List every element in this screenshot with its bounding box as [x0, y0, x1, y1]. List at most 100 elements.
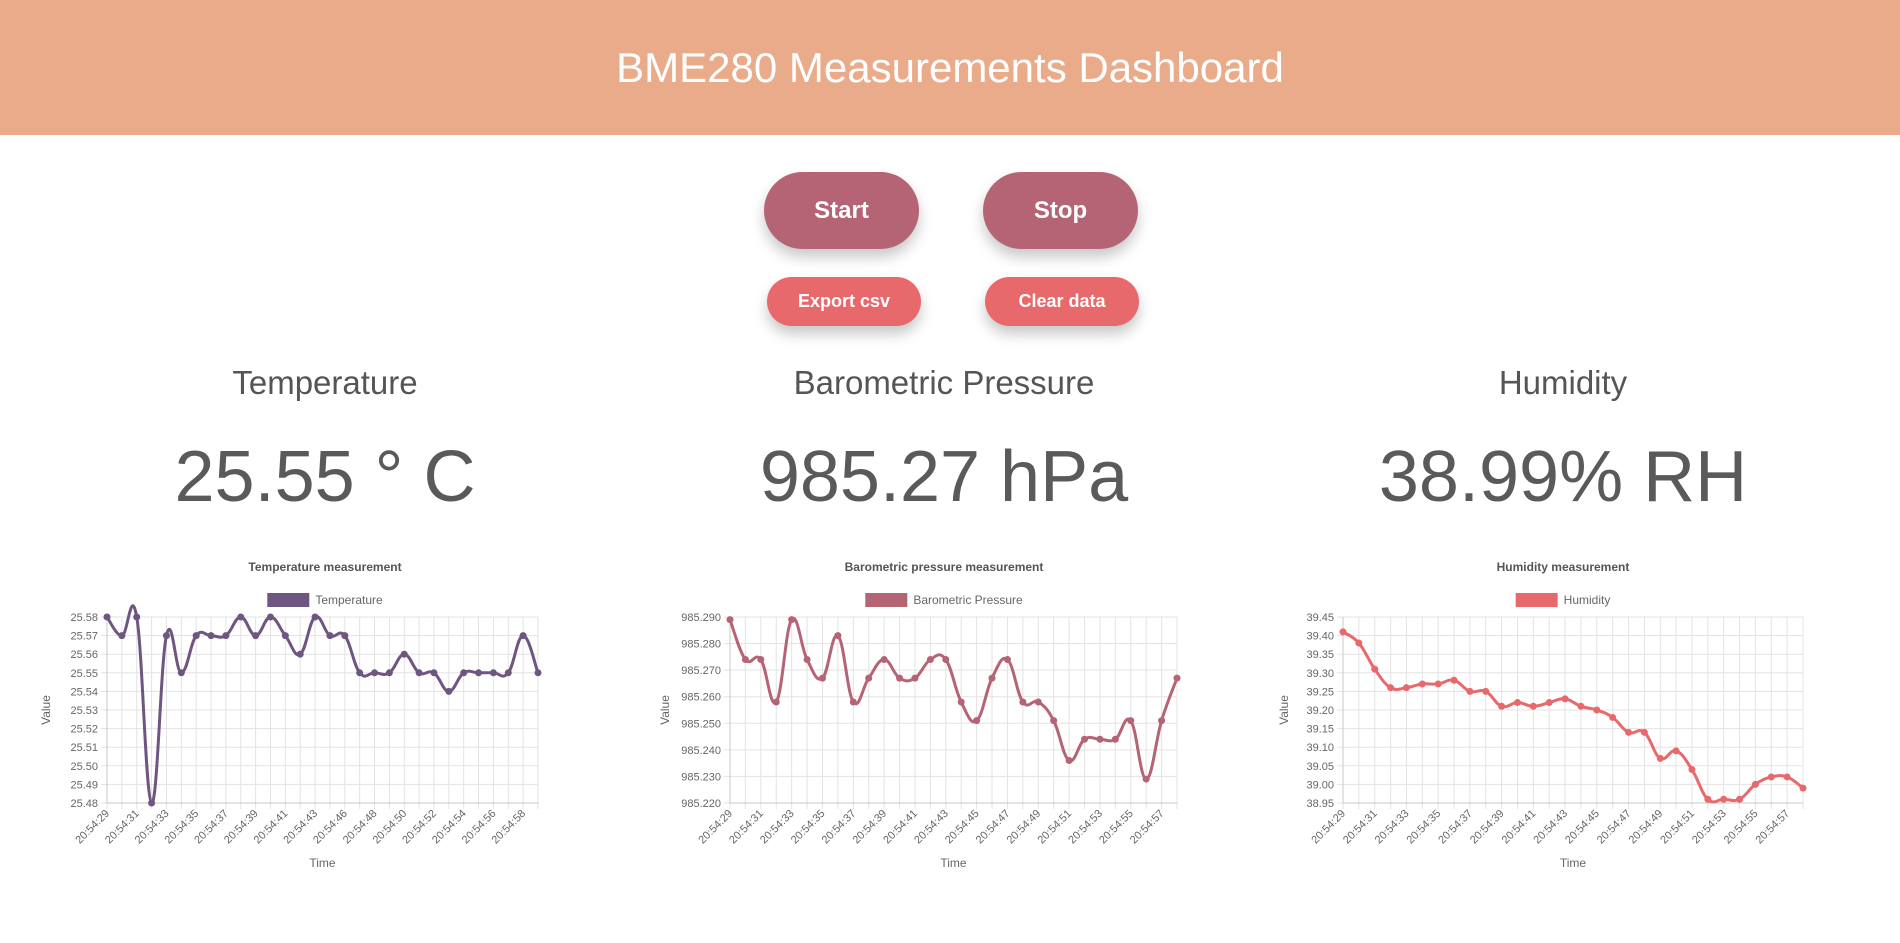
- chart0-data-point[interactable]: [192, 632, 200, 640]
- chart2-data-point[interactable]: [1387, 684, 1395, 692]
- chart2-data-point[interactable]: [1466, 687, 1474, 695]
- chart0-data-point[interactable]: [415, 669, 423, 677]
- chart1-data-point[interactable]: [726, 616, 734, 624]
- chart1-data-point[interactable]: [988, 674, 996, 682]
- chart1-legend[interactable]: Barometric Pressure: [865, 593, 1023, 607]
- chart1-data-point[interactable]: [1081, 735, 1089, 743]
- chart0-data-point[interactable]: [489, 669, 497, 677]
- chart0-data-point[interactable]: [266, 613, 274, 621]
- chart0-data-point[interactable]: [118, 632, 126, 640]
- chart1-data-point[interactable]: [1173, 674, 1181, 682]
- chart2-data-point[interactable]: [1339, 628, 1347, 636]
- chart1-data-point[interactable]: [911, 674, 919, 682]
- chart1-data-point[interactable]: [1065, 756, 1073, 764]
- chart2-data-point[interactable]: [1418, 680, 1426, 688]
- chart2-data-point[interactable]: [1513, 699, 1521, 707]
- chart2-data-point[interactable]: [1640, 728, 1648, 736]
- chart1-data-point[interactable]: [788, 616, 796, 624]
- chart2-data-point[interactable]: [1355, 639, 1363, 647]
- chart2-data-point[interactable]: [1767, 773, 1775, 781]
- chart1-data-point[interactable]: [942, 656, 950, 664]
- chart2-data-point[interactable]: [1688, 766, 1696, 774]
- chart0-data-point[interactable]: [311, 613, 319, 621]
- chart1-data-point[interactable]: [880, 656, 888, 664]
- chart0-data-point[interactable]: [103, 613, 111, 621]
- chart2-data-point[interactable]: [1498, 702, 1506, 710]
- temperature-value: 25.55 ° C: [174, 437, 476, 517]
- chart0-legend[interactable]: Temperature: [267, 593, 383, 607]
- chart2-data-point[interactable]: [1561, 695, 1569, 703]
- chart0-data-point[interactable]: [504, 669, 512, 677]
- chart2-data-point[interactable]: [1736, 795, 1744, 803]
- chart2-data-point[interactable]: [1545, 699, 1553, 707]
- chart2-data-point[interactable]: [1672, 747, 1680, 755]
- start-button[interactable]: Start: [764, 172, 919, 249]
- chart0-data-point[interactable]: [400, 650, 408, 658]
- chart0-data-point[interactable]: [371, 669, 379, 677]
- chart1-data-point[interactable]: [957, 698, 965, 706]
- chart1-data-point[interactable]: [757, 656, 765, 664]
- stop-button[interactable]: Stop: [983, 172, 1138, 249]
- chart0-data-point[interactable]: [252, 632, 260, 640]
- chart2-data-point[interactable]: [1625, 728, 1633, 736]
- chart0-data-point[interactable]: [148, 799, 156, 807]
- chart2-data-point[interactable]: [1609, 713, 1617, 721]
- chart0-data-point[interactable]: [237, 613, 245, 621]
- chart1-data-point[interactable]: [926, 656, 934, 664]
- chart2-data-point[interactable]: [1529, 702, 1537, 710]
- chart1-data-point[interactable]: [1158, 717, 1166, 725]
- chart1-data-point[interactable]: [803, 656, 811, 664]
- chart0-data-point[interactable]: [162, 632, 170, 640]
- chart0-data-point[interactable]: [296, 650, 304, 658]
- chart1-data-point[interactable]: [834, 632, 842, 640]
- chart1-data-point[interactable]: [741, 656, 749, 664]
- chart1-data-point[interactable]: [865, 674, 873, 682]
- chart0-data-point[interactable]: [207, 632, 215, 640]
- chart1-data-point[interactable]: [1050, 717, 1058, 725]
- chart1-data-point[interactable]: [849, 698, 857, 706]
- chart1-data-point[interactable]: [973, 717, 981, 725]
- chart2-data-point[interactable]: [1704, 795, 1712, 803]
- chart0-data-point[interactable]: [177, 669, 185, 677]
- chart0-data-point[interactable]: [460, 669, 468, 677]
- chart0-data-point[interactable]: [326, 632, 334, 640]
- chart2-data-point[interactable]: [1402, 684, 1410, 692]
- chart2-data-point[interactable]: [1656, 754, 1664, 762]
- chart1-data-point[interactable]: [772, 698, 780, 706]
- chart0-data-point[interactable]: [133, 613, 141, 621]
- chart2-data-point[interactable]: [1482, 687, 1490, 695]
- chart2-data-point[interactable]: [1720, 795, 1728, 803]
- chart1-data-point[interactable]: [896, 674, 904, 682]
- chart2-data-point[interactable]: [1799, 784, 1807, 792]
- chart1-data-point[interactable]: [1111, 735, 1119, 743]
- chart2-data-point[interactable]: [1751, 780, 1759, 788]
- chart2-data-point[interactable]: [1450, 676, 1458, 684]
- chart1-data-point[interactable]: [1019, 698, 1027, 706]
- chart0-data-point[interactable]: [475, 669, 483, 677]
- chart0-data-point[interactable]: [281, 632, 289, 640]
- chart2-data-point[interactable]: [1593, 706, 1601, 714]
- chart2-data-point[interactable]: [1434, 680, 1442, 688]
- chart0-data-point[interactable]: [385, 669, 393, 677]
- chart0-data-point[interactable]: [356, 669, 364, 677]
- chart0-data-point[interactable]: [222, 632, 230, 640]
- chart1-data-point[interactable]: [1142, 775, 1150, 783]
- chart0-data-point[interactable]: [445, 687, 453, 695]
- chart2-data-point[interactable]: [1577, 702, 1585, 710]
- chart1-data-point[interactable]: [1096, 735, 1104, 743]
- chart2-legend[interactable]: Humidity: [1515, 593, 1611, 607]
- chart2-data-point[interactable]: [1783, 773, 1791, 781]
- export-csv-button[interactable]: Export csv: [767, 277, 921, 326]
- chart0-data-point[interactable]: [430, 669, 438, 677]
- chart2-series-line: [1342, 630, 1804, 804]
- chart1-data-point[interactable]: [1003, 656, 1011, 664]
- chart0-data-point[interactable]: [519, 632, 527, 640]
- chart2-data-point[interactable]: [1371, 665, 1379, 673]
- chart1-data-point[interactable]: [1034, 698, 1042, 706]
- chart0-data-point[interactable]: [534, 669, 542, 677]
- chart0-data-point[interactable]: [341, 632, 349, 640]
- chart1-data-point[interactable]: [818, 674, 826, 682]
- clear-data-button[interactable]: Clear data: [985, 277, 1139, 326]
- chart2-ytick-label: 39.40: [1306, 631, 1334, 643]
- chart1-data-point[interactable]: [1127, 717, 1135, 725]
